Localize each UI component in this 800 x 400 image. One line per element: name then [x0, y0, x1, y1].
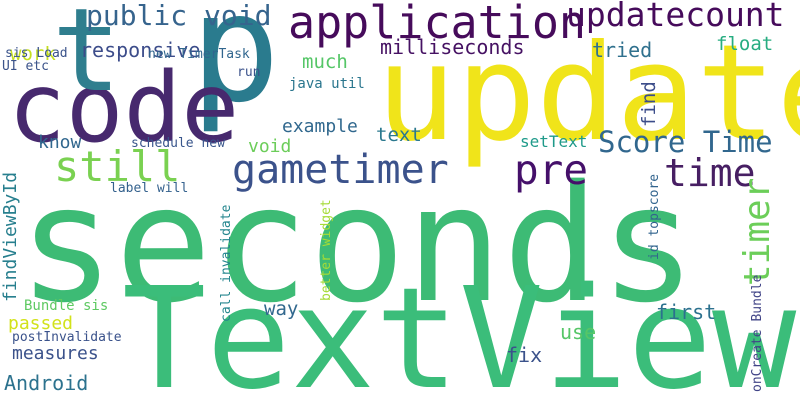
word-oncreate-bundle: onCreate Bundle: [750, 274, 765, 392]
word-find: find: [638, 81, 660, 127]
word-run: run: [237, 65, 261, 80]
word-p: p: [190, 0, 281, 136]
word-call-invalidate: call invalidate: [219, 204, 234, 322]
word-time: time: [664, 151, 756, 195]
word-code: code: [8, 52, 240, 164]
word-know: know: [38, 132, 82, 153]
word-measures: measures: [12, 343, 99, 364]
word-way: way: [264, 298, 299, 320]
word-bundle-sis: Bundle sis: [24, 298, 109, 314]
word-seconds: seconds: [18, 151, 697, 338]
word-updatecount: updatecount: [566, 0, 785, 34]
word-timer: timer: [737, 177, 778, 286]
word-much: much: [302, 51, 348, 73]
word-android: Android: [4, 371, 89, 395]
word-java-util: java util: [289, 76, 365, 92]
word-public-void: public void: [86, 0, 272, 32]
word-first: first: [656, 300, 717, 324]
word-void: void: [248, 136, 292, 157]
word-settext: setText: [520, 132, 588, 151]
word-label-will: label will: [110, 181, 189, 196]
word-use: use: [560, 320, 597, 344]
word-new-timertask: new TimerTask: [148, 47, 250, 62]
word-score-time: Score Time: [598, 125, 773, 159]
word-fix: fix: [506, 343, 543, 367]
word-work: work: [10, 43, 56, 65]
word-milliseconds: milliseconds: [380, 35, 525, 59]
word-example: example: [282, 116, 358, 137]
word-text: text: [376, 124, 422, 146]
word-responsive: responsive: [80, 38, 201, 62]
word-sis-load: sis Load: [5, 46, 68, 61]
word-application: application: [288, 0, 587, 49]
word-postinvalidate: postInvalidate: [12, 330, 122, 345]
word-pre: pre: [514, 146, 589, 194]
word-ui-etc: UI etc: [2, 59, 49, 74]
word-textview: TextView: [122, 258, 797, 400]
word-gametimer: gametimer: [232, 147, 449, 193]
word-schedule-new: schedule new: [131, 136, 225, 151]
word-id-topscore: id topscore: [647, 173, 662, 260]
word-passed: passed: [8, 313, 74, 334]
word-float: float: [716, 33, 774, 55]
word-findviewbyid: findViewById: [0, 171, 21, 302]
word-tried: tried: [592, 38, 653, 62]
word-better-widget: better widget: [319, 199, 334, 301]
word-still: still: [54, 142, 181, 191]
word-t: t: [52, 0, 122, 118]
word-update: update: [376, 17, 800, 171]
